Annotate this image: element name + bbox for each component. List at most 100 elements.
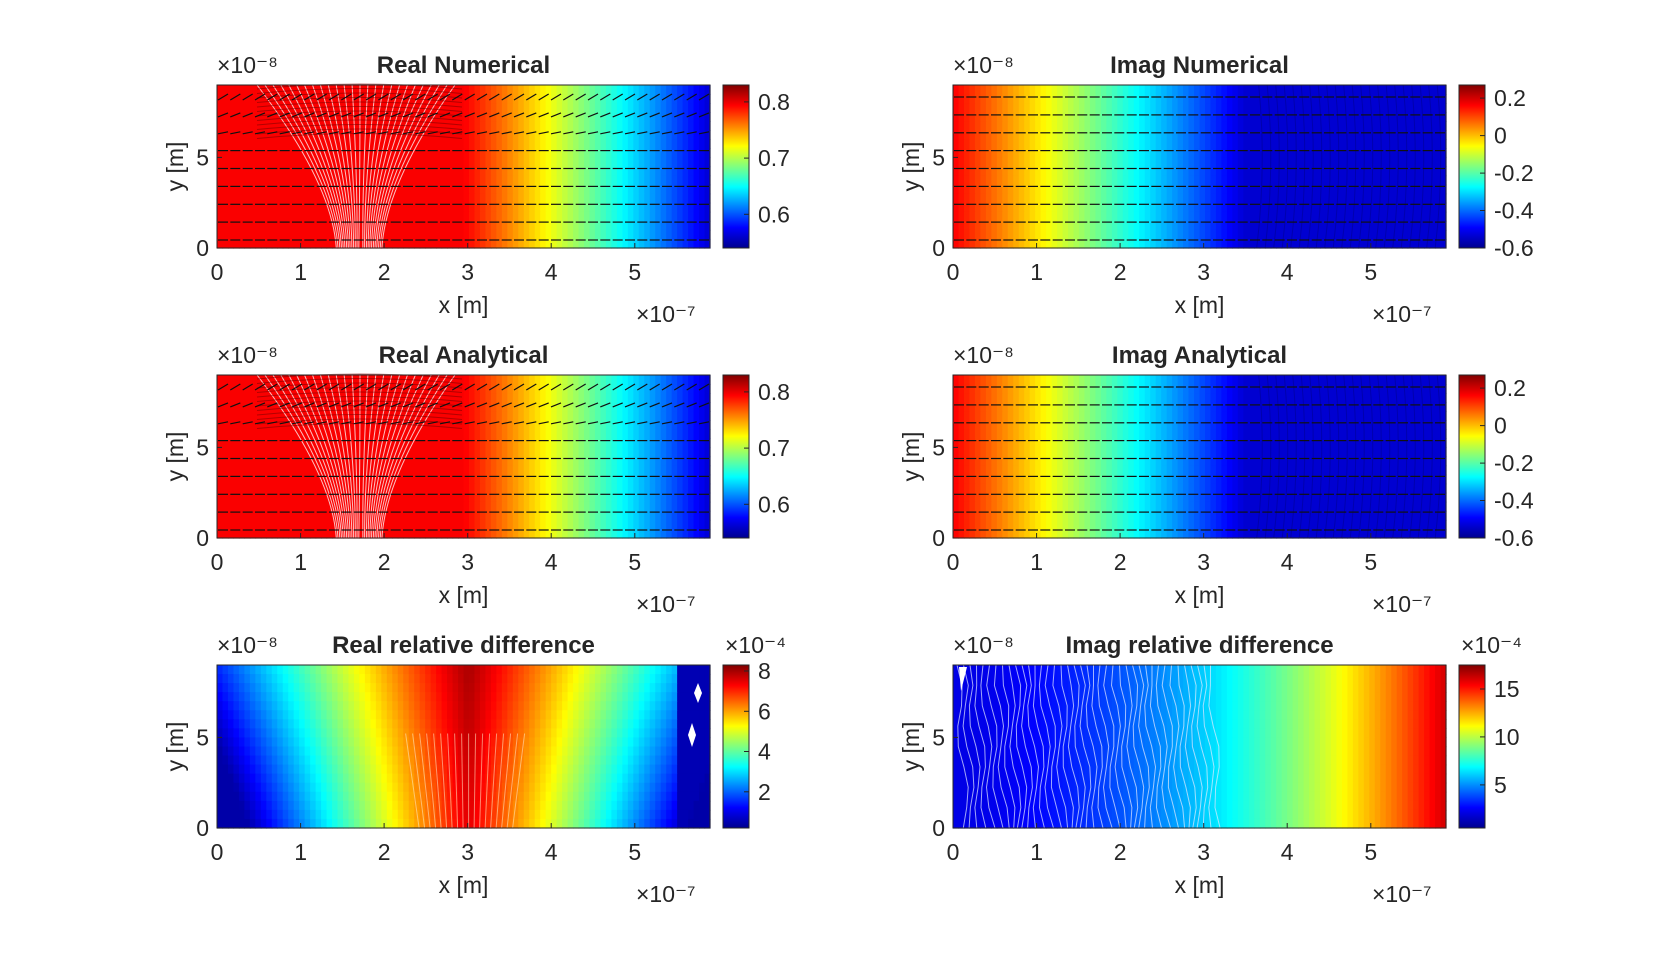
- heatmap-cell: [694, 85, 700, 95]
- heatmap-cell: [1123, 130, 1129, 140]
- heatmap-cell: [529, 411, 535, 421]
- heatmap-cell: [469, 375, 475, 385]
- heatmap-cell: [1134, 112, 1140, 122]
- heatmap-cell: [485, 447, 491, 457]
- heatmap-cell: [518, 157, 524, 167]
- heatmap-cell: [1210, 94, 1216, 104]
- heatmap-cell: [485, 393, 491, 403]
- heatmap-cell: [1232, 121, 1238, 131]
- heatmap-cell: [266, 148, 272, 158]
- heatmap-cell: [964, 230, 970, 240]
- heatmap-cell: [986, 139, 992, 149]
- heatmap-cell: [1205, 157, 1211, 167]
- heatmap-cell: [546, 85, 552, 95]
- heatmap-cell: [1210, 148, 1216, 158]
- heatmap-cell: [699, 85, 705, 95]
- heatmap-cell: [1254, 148, 1260, 158]
- heatmap-cell: [436, 176, 442, 186]
- heatmap-cell: [442, 103, 448, 113]
- heatmap-cell: [1079, 121, 1085, 131]
- heatmap-cell: [1084, 94, 1090, 104]
- heatmap-cell: [294, 194, 300, 204]
- heatmap-cell: [1041, 230, 1047, 240]
- heatmap-cell: [1112, 121, 1118, 131]
- heatmap-cell: [1030, 103, 1036, 113]
- heatmap-cell: [1145, 176, 1151, 186]
- heatmap-cell: [699, 139, 705, 149]
- heatmap-cell: [964, 112, 970, 122]
- heatmap-cell: [644, 139, 650, 149]
- heatmap-cell: [600, 176, 606, 186]
- x-tick-label: 2: [1114, 259, 1127, 285]
- heatmap-cell: [1358, 103, 1364, 113]
- heatmap-cell: [1221, 139, 1227, 149]
- heatmap-cell: [507, 176, 513, 186]
- heatmap-cell: [1243, 130, 1249, 140]
- heatmap-cell: [1232, 212, 1238, 222]
- heatmap-cell: [986, 194, 992, 204]
- heatmap-cell: [310, 194, 316, 204]
- heatmap-cell: [1391, 112, 1397, 122]
- heatmap-cell: [975, 212, 981, 222]
- heatmap-cell: [1030, 121, 1036, 131]
- heatmap-cell: [1030, 157, 1036, 167]
- heatmap-cell: [1052, 139, 1058, 149]
- heatmap-cell: [1287, 112, 1293, 122]
- heatmap-cell: [683, 85, 689, 95]
- heatmap-cell: [469, 85, 475, 95]
- heatmap-cell: [1221, 94, 1227, 104]
- heatmap-cell: [1271, 139, 1277, 149]
- heatmap-cell: [1430, 230, 1436, 240]
- heatmap-cell: [1019, 103, 1025, 113]
- heatmap-cell: [1194, 103, 1200, 113]
- heatmap-cell: [573, 393, 579, 403]
- heatmap-cell: [403, 176, 409, 186]
- heatmap-cell: [222, 438, 228, 448]
- heatmap-cell: [600, 130, 606, 140]
- heatmap-cell: [1216, 176, 1222, 186]
- heatmap-cell: [540, 212, 546, 222]
- heatmap-cell: [1019, 212, 1025, 222]
- x-tick-label: 0: [211, 259, 224, 285]
- heatmap-cell: [250, 429, 256, 439]
- heatmap-cell: [1002, 85, 1008, 95]
- heatmap-cell: [1074, 85, 1080, 95]
- heatmap-cell: [1227, 176, 1233, 186]
- heatmap-cell: [1243, 176, 1249, 186]
- heatmap-cell: [540, 411, 546, 421]
- heatmap-cell: [1413, 148, 1419, 158]
- heatmap-cell: [244, 375, 250, 385]
- heatmap-cell: [628, 438, 634, 448]
- heatmap-cell: [666, 194, 672, 204]
- heatmap-cell: [540, 438, 546, 448]
- heatmap-cell: [222, 121, 228, 131]
- heatmap-cell: [1189, 130, 1195, 140]
- heatmap-cell: [1002, 94, 1008, 104]
- heatmap-cell: [562, 429, 568, 439]
- heatmap-cell: [1035, 230, 1041, 240]
- heatmap-cell: [683, 194, 689, 204]
- heatmap-cell: [524, 230, 530, 240]
- heatmap-cell: [1265, 103, 1271, 113]
- heatmap-cell: [1249, 112, 1255, 122]
- heatmap-cell: [1057, 130, 1063, 140]
- heatmap-cell: [611, 212, 617, 222]
- heatmap-cell: [595, 230, 601, 240]
- heatmap-cell: [1052, 157, 1058, 167]
- heatmap-cell: [584, 194, 590, 204]
- heatmap-cell: [266, 112, 272, 122]
- heatmap-cell: [1287, 85, 1293, 95]
- heatmap-cell: [644, 194, 650, 204]
- heatmap-cell: [1068, 85, 1074, 95]
- heatmap-cell: [436, 212, 442, 222]
- heatmap-cell: [997, 85, 1003, 95]
- heatmap-cell: [222, 212, 228, 222]
- heatmap-cell: [568, 139, 574, 149]
- heatmap-cell: [1375, 176, 1381, 186]
- heatmap-cell: [409, 194, 415, 204]
- heatmap-cell: [502, 130, 508, 140]
- heatmap-cell: [485, 176, 491, 186]
- x-axis-exponent: ×10⁻⁷: [1372, 301, 1431, 327]
- heatmap-cell: [1101, 85, 1107, 95]
- heatmap-cell: [1101, 139, 1107, 149]
